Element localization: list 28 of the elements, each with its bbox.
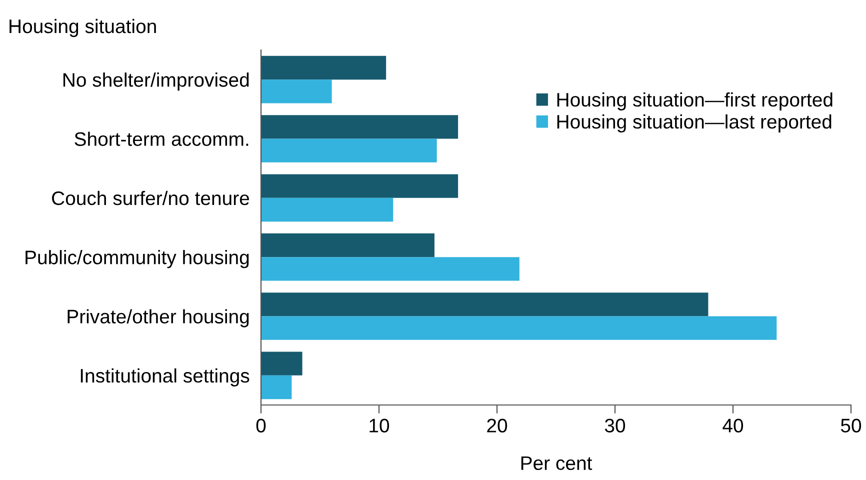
bar	[261, 257, 520, 281]
bar	[261, 292, 708, 316]
bar	[261, 375, 292, 400]
y-tick-label: Private/other housing	[68, 309, 249, 328]
bar	[261, 352, 302, 376]
bar	[261, 138, 437, 162]
bar	[261, 233, 434, 258]
y-tick-label: Short-term accomm.	[74, 132, 248, 146]
bar	[261, 174, 458, 198]
y-tick-label: Institutional settings	[80, 368, 250, 386]
legend-label: Housing situation—last reported	[557, 114, 832, 132]
bar	[261, 80, 332, 104]
x-tick-label: 0	[256, 418, 266, 432]
y-tick-label: Couch surfer/no tenure	[52, 190, 250, 206]
x-tick-label: 40	[722, 418, 744, 432]
bar	[261, 56, 386, 80]
legend-label: Housing situation—first reported	[557, 92, 832, 110]
bar	[261, 316, 777, 340]
x-tick-label: 10	[370, 418, 390, 432]
x-tick-label: 50	[840, 418, 862, 432]
y-tick-label: No shelter/improvised	[63, 72, 249, 91]
x-axis-title: Per cent	[521, 456, 592, 470]
text: Housing situation	[10, 18, 156, 38]
x-tick-label: 30	[604, 418, 626, 432]
y-tick-label: Public/community housing	[26, 250, 249, 268]
bar	[261, 115, 458, 139]
bar	[261, 198, 394, 222]
x-tick-label: 20	[487, 418, 508, 432]
